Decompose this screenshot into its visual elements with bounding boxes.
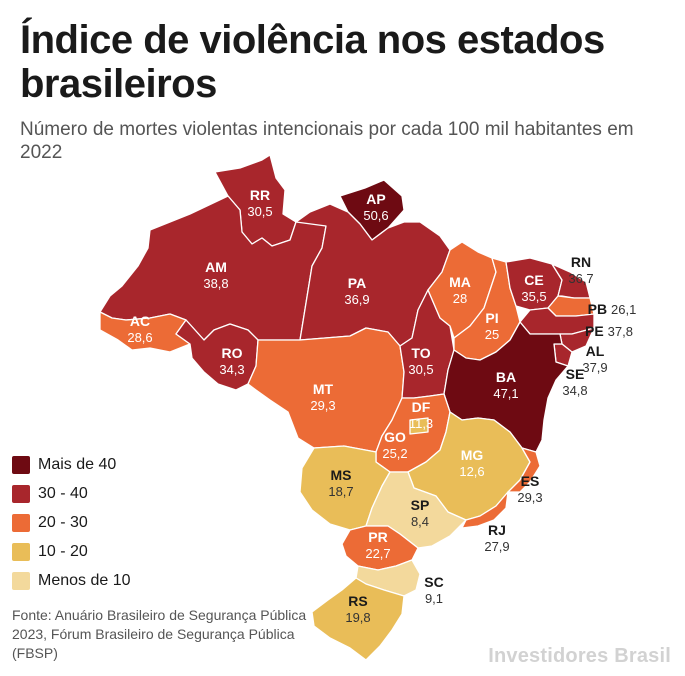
state-code-rr: RR — [250, 187, 270, 203]
state-value-sc: 9,1 — [425, 591, 443, 606]
state-code-ms: MS — [331, 467, 352, 483]
state-code-pr: PR — [368, 529, 387, 545]
state-ro — [175, 319, 259, 391]
state-code-df: DF — [412, 399, 431, 415]
state-code-rs: RS — [348, 593, 367, 609]
state-code-ac: AC — [130, 313, 150, 329]
legend-label: 10 - 20 — [38, 542, 88, 560]
state-value-ba: 47,1 — [493, 386, 518, 401]
state-value-rn: 36,7 — [568, 271, 593, 286]
legend-swatch — [12, 455, 30, 474]
state-value-mg: 12,6 — [459, 464, 484, 479]
state-value-sp: 8,4 — [411, 514, 429, 529]
state-code-se: SE — [566, 366, 585, 382]
state-code-sc: SC — [424, 574, 443, 590]
state-code-rn: RN — [571, 254, 591, 270]
state-code-pi: PI — [485, 310, 498, 326]
state-value-ap: 50,6 — [363, 208, 388, 223]
legend-item: 30 - 40 — [12, 479, 131, 508]
state-value-mt: 29,3 — [310, 398, 335, 413]
state-value-pa: 36,9 — [344, 292, 369, 307]
state-code-ba: BA — [496, 369, 516, 385]
legend-swatch — [12, 484, 30, 503]
state-rj — [461, 491, 509, 529]
state-value-ro: 34,3 — [219, 362, 244, 377]
watermark-logo: Investidores Brasil — [488, 645, 671, 667]
state-code-al: AL — [586, 343, 605, 359]
state-rs — [311, 577, 405, 661]
state-code-ce: CE — [524, 272, 543, 288]
state-value-am: 38,8 — [203, 276, 228, 291]
state-value-rs: 19,8 — [345, 610, 370, 625]
state-code-ap: AP — [366, 191, 385, 207]
legend-swatch — [12, 513, 30, 532]
state-code-mg: MG — [461, 447, 484, 463]
state-label-pe: PE 37,8 — [585, 323, 633, 339]
state-value-se: 34,8 — [562, 383, 587, 398]
legend-swatch — [12, 542, 30, 561]
state-code-go: GO — [384, 429, 406, 445]
legend-item: 20 - 30 — [12, 508, 131, 537]
chart-title: Índice de violência nos estados brasilei… — [20, 18, 605, 106]
state-code-ro: RO — [222, 345, 243, 361]
state-value-ce: 35,5 — [521, 289, 546, 304]
state-code-es: ES — [521, 473, 540, 489]
state-code-am: AM — [205, 259, 227, 275]
state-label-pb: PB 26,1 — [588, 301, 637, 317]
state-value-pi: 25 — [485, 327, 499, 342]
state-code-to: TO — [411, 345, 430, 361]
state-value-rr: 30,5 — [247, 204, 272, 219]
state-value-rj: 27,9 — [484, 539, 509, 554]
legend-label: 20 - 30 — [38, 513, 88, 531]
state-code-pa: PA — [348, 275, 366, 291]
state-code-mt: MT — [313, 381, 334, 397]
state-value-to: 30,5 — [408, 362, 433, 377]
legend-swatch — [12, 571, 30, 590]
legend-label: Mais de 40 — [38, 455, 117, 473]
state-value-pr: 22,7 — [365, 546, 390, 561]
state-df — [409, 417, 429, 435]
legend-label: 30 - 40 — [38, 484, 88, 502]
legend-label: Menos de 10 — [38, 571, 131, 589]
state-code-sp: SP — [411, 497, 430, 513]
state-code-rj: RJ — [488, 522, 506, 538]
state-value-ma: 28 — [453, 291, 467, 306]
state-value-ms: 18,7 — [328, 484, 353, 499]
state-value-ac: 28,6 — [127, 330, 152, 345]
state-code-ma: MA — [449, 274, 471, 290]
state-value-df: 11,3 — [409, 416, 433, 431]
state-es — [507, 447, 541, 493]
state-value-go: 25,2 — [382, 446, 407, 461]
legend-item: 10 - 20 — [12, 537, 131, 566]
source-note: Fonte: Anuário Brasileiro de Segurança P… — [12, 607, 307, 661]
state-value-al: 37,9 — [582, 360, 607, 375]
legend-item: Mais de 40 — [12, 450, 131, 479]
chart-subtitle: Número de mortes violentas intencionais … — [20, 119, 634, 163]
legend: Mais de 40 30 - 40 20 - 30 10 - 20 Menos… — [12, 450, 131, 595]
legend-item: Menos de 10 — [12, 566, 131, 595]
state-value-es: 29,3 — [517, 490, 542, 505]
